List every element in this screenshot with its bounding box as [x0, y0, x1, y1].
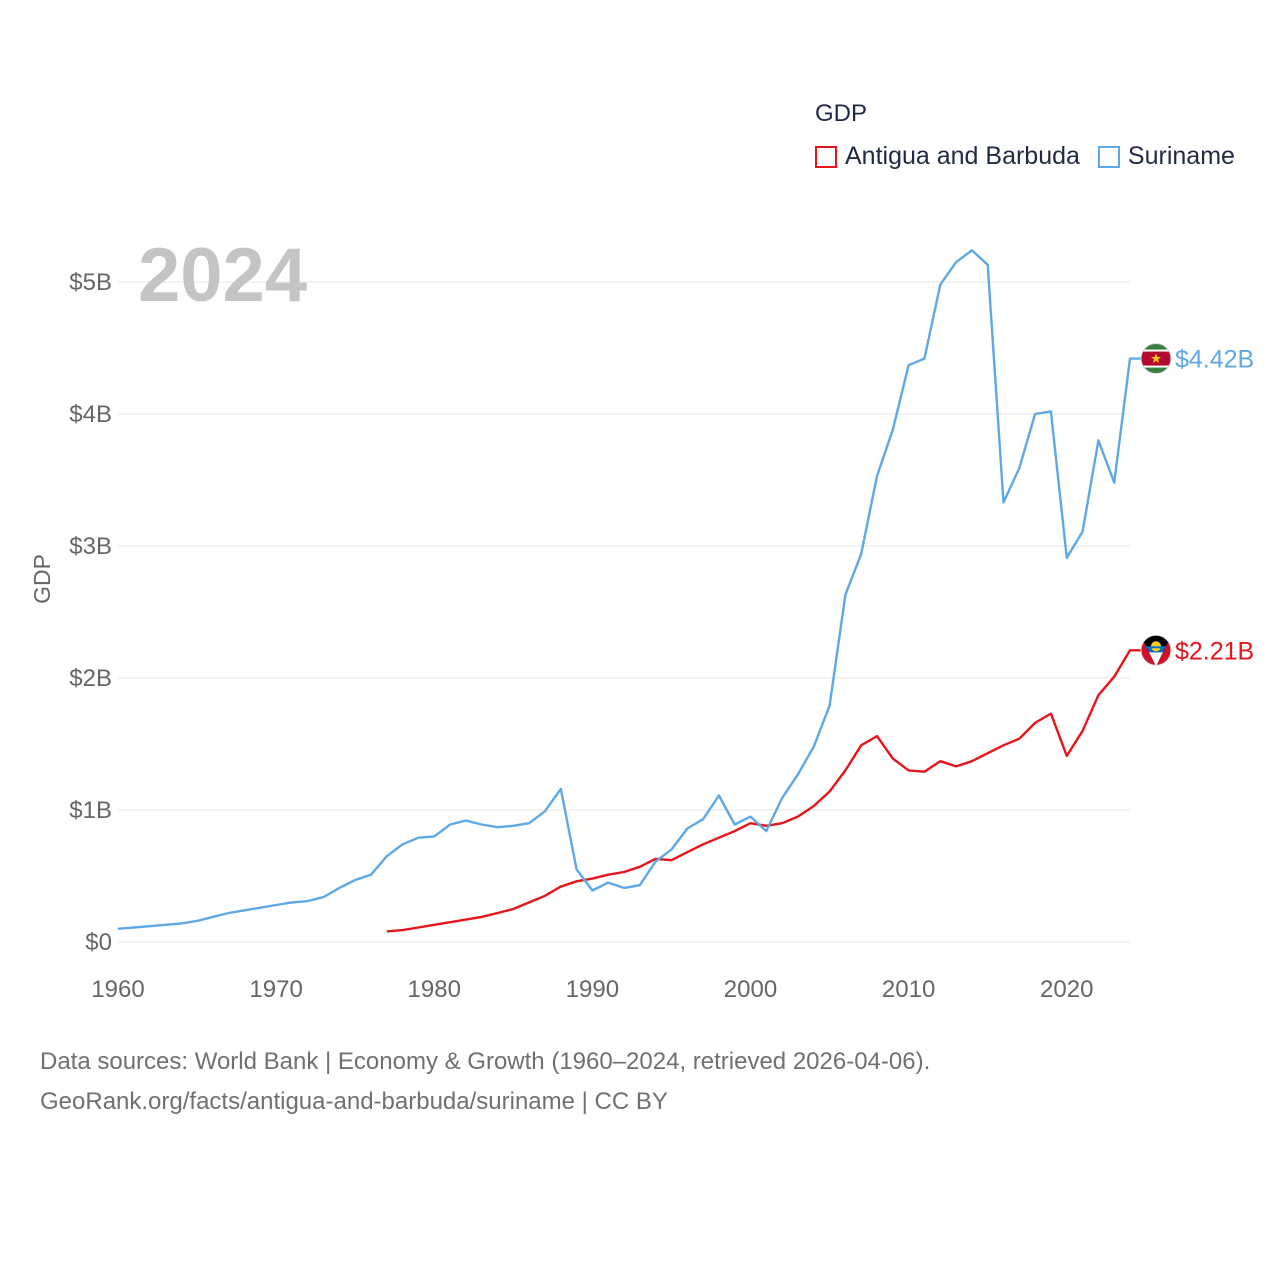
- x-tick-label: 2010: [882, 976, 935, 1003]
- y-axis-ticks: $0 $1B $2B $3B $4B $5B: [69, 269, 112, 956]
- series-line-0: [386, 649, 1142, 933]
- legend-label-antigua: Antigua and Barbuda: [845, 142, 1080, 170]
- end-value-label-1: $4.42B: [1175, 346, 1254, 374]
- data-sources: Data sources: World Bank | Economy & Gro…: [40, 1042, 930, 1122]
- x-tick-label: 1980: [408, 976, 461, 1003]
- y-tick-label: $5B: [69, 269, 112, 296]
- end-value-label-0: $2.21B: [1175, 637, 1254, 665]
- legend-item-antigua[interactable]: Antigua and Barbuda: [815, 142, 1080, 171]
- antigua-flag-icon: [1140, 634, 1172, 666]
- x-tick-label: 2020: [1040, 976, 1093, 1003]
- x-axis-ticks: 1960 1970 1980 1990 2000 2010 2020: [91, 976, 1093, 1003]
- sources-line: Data sources: World Bank | Economy & Gro…: [40, 1048, 931, 1075]
- legend-swatch-suriname: [1097, 145, 1120, 168]
- y-tick-label: $3B: [69, 533, 112, 560]
- y-tick-label: $1B: [69, 797, 112, 824]
- suriname-flag-icon: [1140, 343, 1172, 375]
- y-axis-title: GDP: [29, 554, 55, 604]
- legend-item-suriname[interactable]: Suriname: [1097, 142, 1235, 171]
- legend: Antigua and Barbuda Suriname: [815, 142, 1253, 171]
- current-year-label: 2024: [138, 233, 308, 318]
- x-tick-label: 1990: [566, 976, 619, 1003]
- y-tick-label: $0: [85, 929, 112, 956]
- y-tick-label: $4B: [69, 401, 112, 428]
- end-labels: $2.21B $4.42B: [1140, 343, 1254, 666]
- legend-title: GDP: [815, 100, 868, 127]
- x-tick-label: 1960: [91, 976, 144, 1003]
- series-group: [117, 249, 1142, 933]
- legend-label-suriname: Suriname: [1127, 142, 1235, 170]
- grid-lines: [118, 281, 1130, 943]
- legend-swatch-antigua: [815, 145, 837, 168]
- x-tick-label: 2000: [724, 976, 777, 1003]
- series-line-1: [117, 249, 1142, 930]
- x-tick-label: 1970: [249, 976, 302, 1003]
- y-tick-label: $2B: [69, 665, 112, 692]
- attribution-link[interactable]: GeoRank.org/facts/antigua-and-barbuda/su…: [40, 1088, 668, 1115]
